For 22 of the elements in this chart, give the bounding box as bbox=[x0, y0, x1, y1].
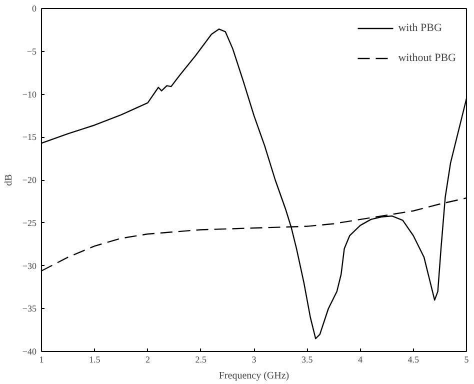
x-tick-label: 4.5 bbox=[408, 354, 420, 364]
y-tick-label: −10 bbox=[22, 89, 37, 100]
y-tick-label: −35 bbox=[22, 304, 37, 314]
x-tick-label: 5 bbox=[464, 354, 470, 364]
y-tick-label: −5 bbox=[26, 46, 37, 56]
y-tick-label: 0 bbox=[32, 4, 37, 14]
x-tick-label: 3.5 bbox=[302, 354, 314, 364]
x-axis-title: Frequency (GHz) bbox=[218, 370, 290, 382]
y-tick-label: −30 bbox=[22, 260, 37, 271]
x-tick-label: 1 bbox=[39, 354, 44, 364]
y-tick-label: −20 bbox=[22, 175, 37, 185]
x-tick-label: 2 bbox=[146, 354, 150, 364]
legend-label: with PBG bbox=[398, 22, 442, 34]
y-tick-label: −40 bbox=[22, 346, 37, 356]
legend-label: without PBG bbox=[398, 52, 456, 64]
x-tick-label: 3 bbox=[252, 354, 257, 364]
y-tick-label: −25 bbox=[22, 218, 37, 228]
y-axis-title: dB bbox=[3, 174, 14, 186]
x-tick-label: 4 bbox=[358, 354, 363, 364]
y-tick-label: −15 bbox=[22, 132, 37, 142]
x-tick-label: 1.5 bbox=[89, 354, 101, 364]
x-tick-label: 2.5 bbox=[195, 354, 207, 364]
